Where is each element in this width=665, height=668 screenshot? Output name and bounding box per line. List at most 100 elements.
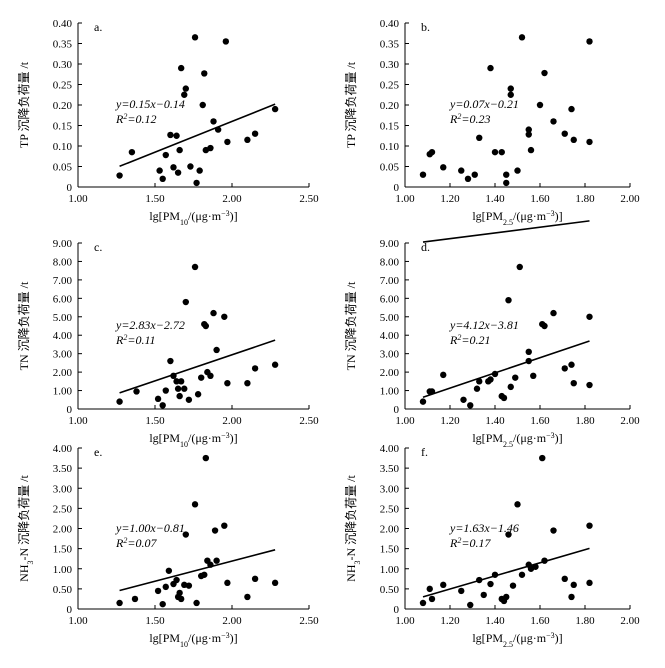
data-point bbox=[568, 105, 575, 113]
y-tick-label: 0 bbox=[394, 404, 400, 416]
y-tick-label: 1.50 bbox=[380, 544, 400, 556]
x-tick-label: 2.00 bbox=[620, 615, 640, 627]
y-tick-label: 5.00 bbox=[380, 312, 400, 324]
data-point bbox=[193, 599, 200, 607]
y-tick-label: 7.00 bbox=[380, 275, 400, 287]
data-point bbox=[244, 136, 251, 144]
data-point bbox=[185, 396, 193, 403]
data-point bbox=[419, 171, 427, 178]
data-point bbox=[561, 365, 568, 372]
data-point bbox=[428, 595, 436, 603]
x-tick-label: 1.20 bbox=[440, 615, 460, 627]
data-point bbox=[162, 583, 169, 591]
data-point bbox=[518, 571, 526, 578]
data-point bbox=[271, 105, 279, 113]
x-tick-label: 1.40 bbox=[485, 615, 505, 627]
data-point bbox=[530, 372, 537, 379]
y-tick-label: 3.50 bbox=[380, 463, 400, 475]
y-axis-label: TN 沉降负荷量 /t bbox=[344, 281, 358, 370]
y-tick-label: 0.10 bbox=[380, 141, 400, 153]
data-point bbox=[159, 175, 166, 182]
data-point bbox=[170, 164, 177, 171]
y-tick-label: 8.00 bbox=[380, 256, 400, 268]
data-point bbox=[505, 531, 512, 538]
data-point bbox=[550, 118, 557, 125]
data-point bbox=[507, 85, 514, 92]
data-point bbox=[458, 587, 465, 595]
x-tick-label: 2.00 bbox=[222, 415, 242, 427]
data-point bbox=[512, 374, 519, 381]
regression-equation: y=2.83x−2.72 bbox=[115, 318, 185, 332]
panel-label: c. bbox=[94, 240, 102, 254]
data-point bbox=[539, 454, 546, 462]
y-tick-label: 3.50 bbox=[53, 463, 73, 475]
data-point bbox=[128, 148, 136, 156]
data-point bbox=[440, 581, 447, 589]
x-tick-label: 1.00 bbox=[68, 415, 88, 427]
data-point bbox=[570, 379, 577, 387]
x-tick-label: 1.60 bbox=[530, 415, 550, 427]
x-tick-label: 1.20 bbox=[440, 415, 460, 427]
data-point bbox=[211, 527, 219, 534]
x-tick-label: 1.00 bbox=[395, 415, 415, 427]
y-tick-label: 2.00 bbox=[53, 367, 73, 379]
data-point bbox=[525, 126, 532, 133]
data-point bbox=[561, 575, 568, 583]
data-point bbox=[162, 387, 169, 394]
data-point bbox=[191, 501, 199, 508]
x-tick-label: 1.50 bbox=[145, 193, 165, 205]
data-point bbox=[471, 171, 478, 178]
data-point bbox=[131, 595, 139, 603]
data-point bbox=[491, 571, 499, 578]
data-point bbox=[213, 557, 220, 564]
y-tick-label: 2.00 bbox=[380, 367, 400, 379]
data-point bbox=[536, 101, 544, 109]
x-axis-label: lg[PM2.5/(μg·m−3)] bbox=[472, 631, 562, 649]
data-point bbox=[210, 118, 217, 125]
data-point bbox=[116, 398, 123, 405]
y-tick-label: 3.00 bbox=[53, 483, 73, 495]
data-point bbox=[176, 146, 183, 154]
data-point bbox=[193, 179, 200, 187]
r-squared-label: R2=0.21 bbox=[449, 333, 490, 348]
regression-equation: y=1.63x−1.46 bbox=[449, 521, 519, 535]
data-point bbox=[176, 392, 183, 400]
data-point bbox=[541, 557, 548, 564]
data-point bbox=[271, 361, 279, 368]
data-point bbox=[570, 136, 577, 144]
x-tick-label: 1.00 bbox=[68, 615, 88, 627]
y-tick-label: 0.50 bbox=[380, 584, 400, 596]
y-axis-label: NH3-N 沉降负荷量 /t bbox=[17, 475, 35, 582]
data-point bbox=[503, 593, 510, 601]
data-point bbox=[570, 581, 577, 589]
data-point bbox=[251, 575, 259, 583]
data-point bbox=[440, 164, 447, 171]
y-axis-label: TN 沉降负荷量 /t bbox=[17, 281, 31, 370]
y-axis-label: NH3-N 沉降负荷量 /t bbox=[344, 475, 362, 582]
panel-label: b. bbox=[421, 20, 430, 34]
data-point bbox=[476, 576, 483, 584]
x-axis-label: lg[PM10/(μg·m−3)] bbox=[149, 631, 237, 649]
data-point bbox=[162, 151, 169, 159]
data-point bbox=[491, 370, 499, 378]
data-point bbox=[207, 372, 214, 379]
data-point bbox=[182, 298, 189, 306]
data-point bbox=[586, 38, 593, 45]
x-tick-label: 2.00 bbox=[620, 415, 640, 427]
y-tick-label: 0.35 bbox=[380, 39, 400, 51]
r-squared-label: R2=0.07 bbox=[115, 536, 157, 551]
data-point bbox=[458, 167, 465, 174]
x-tick-label: 1.00 bbox=[395, 193, 415, 205]
data-point bbox=[561, 130, 568, 137]
panel-label: d. bbox=[421, 240, 430, 254]
data-point bbox=[251, 365, 259, 372]
data-point bbox=[525, 131, 532, 138]
y-tick-label: 1.00 bbox=[380, 564, 400, 576]
y-tick-label: 0.25 bbox=[380, 80, 400, 92]
data-point bbox=[514, 501, 521, 508]
data-point bbox=[503, 171, 510, 178]
data-point bbox=[177, 595, 185, 603]
r-squared-label: R2=0.11 bbox=[115, 333, 156, 348]
data-point bbox=[191, 34, 199, 41]
data-point bbox=[173, 576, 180, 584]
